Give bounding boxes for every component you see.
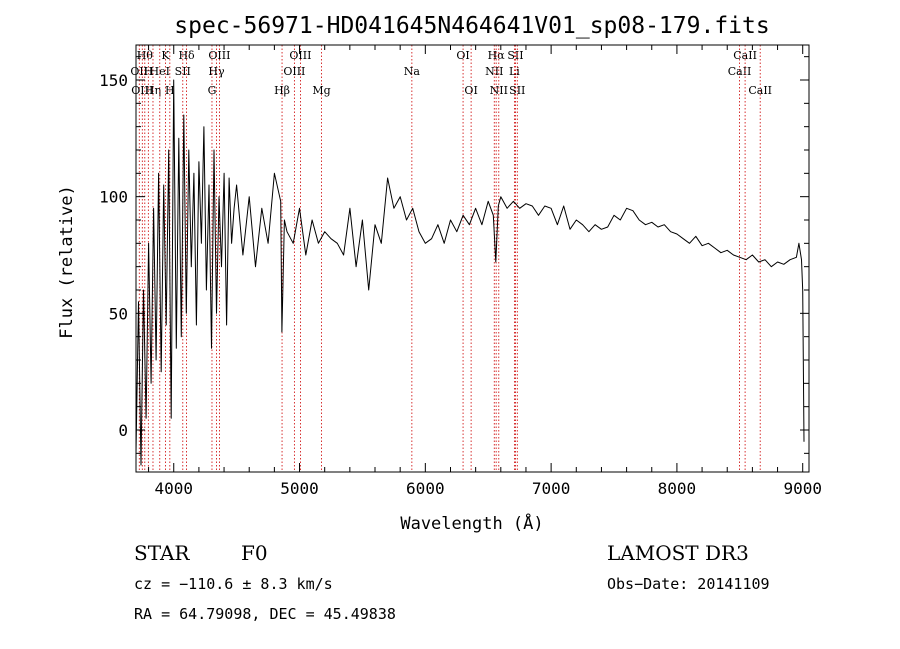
spectral-line-label: NII [485,65,503,78]
y-tick-label: 0 [118,421,128,440]
spectral-line-markers: OIIOIIIHθHHηHeIKHSIIHδGHγOIIIHβOIIIOIIIM… [130,45,772,472]
spectral-line-label: SII [175,65,191,78]
spectral-line-label: OIII [208,49,230,62]
spectral-line-label: G [208,84,217,97]
plot-area-frame [135,44,810,473]
spectral-line-label: OI [464,84,477,97]
spectral-line-label: CaII [748,84,772,97]
spectral-line-label: SII [507,49,523,62]
spectral-line-label: Li [509,65,520,78]
x-tick-label: 4000 [154,479,193,498]
spectral-line-label: Hθ [137,49,154,62]
y-tick-label: 150 [99,71,128,90]
spectral-line-label: CaII [728,65,752,78]
spectral-line-label: H [144,65,154,78]
spectral-line-label: OIII [283,65,305,78]
object-subclass: F0 [241,541,268,565]
survey-name: LAMOST DR3 [607,541,749,565]
x-tick-label: 9000 [783,479,822,498]
spectral-line-label: CaII [733,49,757,62]
spectral-line-label: SII [509,84,525,97]
x-tick-label: 8000 [658,479,697,498]
spectral-line-label: Hη [145,84,161,97]
observation-date: Obs−Date: 20141109 [607,575,770,593]
spectral-line-label: NII [490,84,508,97]
spectral-line-label: Hβ [274,84,290,97]
ra-dec-coordinates: RA = 64.79098, DEC = 45.49838 [134,605,396,623]
spectral-line-label: Hγ [208,65,225,78]
spectral-line-label: OI [456,49,469,62]
chart-title: spec-56971-HD041645N464641V01_sp08-179.f… [174,13,769,39]
spectral-line-label: Hδ [178,49,195,62]
spectrum-line [135,79,805,466]
spectral-line-label: Hα [488,49,506,62]
spectral-line-label: K [161,49,170,62]
spectral-line-label: OIII [289,49,311,62]
object-class: STAR [134,541,190,565]
spectral-line-label: Na [404,65,421,78]
spectral-line-label: Mg [312,84,330,97]
y-tick-label: 50 [109,304,128,323]
spectral-line-label: H [165,84,175,97]
redshift-cz: cz = −110.6 ± 8.3 km/s [134,575,333,593]
x-tick-label: 7000 [532,479,571,498]
y-tick-label: 100 [99,188,128,207]
axis-ticks: 4000 5000 6000 7000 8000 9000 0 50 100 150 [99,45,822,498]
spectral-line-label: HeI [150,65,170,78]
x-axis-label: Wavelength (Å) [400,512,543,534]
spectral-line-label: OIII [131,84,153,97]
spectral-line-label: OII [130,65,148,78]
y-axis-label: Flux (relative) [57,185,77,339]
x-tick-label: 6000 [406,479,445,498]
x-tick-label: 5000 [280,479,319,498]
